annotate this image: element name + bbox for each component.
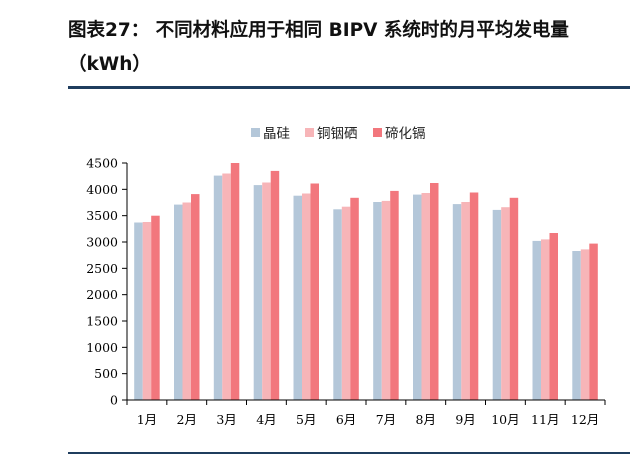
bars: [134, 163, 598, 400]
bar-碲化镉-12月: [589, 243, 598, 400]
y-tick-label: 0: [110, 393, 118, 408]
y-tick-label: 2500: [86, 261, 118, 276]
bar-晶硅-3月: [213, 175, 223, 400]
x-tick-label: 6月: [336, 412, 356, 427]
bar-碲化镉-8月: [430, 183, 439, 400]
bar-铜铟硒-9月: [461, 202, 470, 400]
bar-铜铟硒-4月: [262, 182, 271, 400]
title-divider: [68, 86, 630, 89]
bar-碲化镉-2月: [191, 194, 200, 400]
bar-晶硅-5月: [293, 195, 302, 400]
chart-title: 图表27： 不同材料应用于相同 BIPV 系统时的月平均发电量（kWh）: [68, 20, 569, 75]
bar-碲化镉-7月: [390, 190, 399, 400]
bar-晶硅-8月: [413, 194, 422, 400]
bar-碲化镉-3月: [230, 163, 240, 400]
legend-swatch-晶硅: [251, 128, 260, 137]
legend-label: 铜铟硒: [317, 126, 358, 142]
x-tick-label: 1月: [137, 412, 157, 427]
legend-label: 碲化镉: [385, 125, 426, 142]
bar-晶硅-1月: [134, 222, 143, 400]
y-tick-label: 3000: [86, 235, 118, 250]
y-tick-label: 1500: [86, 314, 118, 329]
y-tick-label: 500: [94, 366, 118, 381]
bar-铜铟硒-5月: [302, 193, 311, 400]
y-tick-label: 1000: [86, 340, 118, 355]
x-tick-label: 4月: [256, 412, 276, 427]
bar-晶硅-6月: [333, 209, 342, 400]
legend-swatch-铜铟硒: [305, 128, 314, 137]
axes: 0 500 1000 1500 2000 2500 3000 3500 4000 4500 1月 2月…: [86, 156, 606, 427]
footer-divider: [68, 452, 630, 454]
bar-铜铟硒-8月: [421, 193, 430, 400]
bar-碲化镉-5月: [310, 183, 319, 400]
bar-晶硅-2月: [174, 204, 183, 400]
bar-碲化镉-10月: [509, 197, 519, 400]
bar-碲化镉-4月: [270, 170, 280, 400]
bar-晶硅-9月: [452, 204, 462, 400]
bar-晶硅-7月: [373, 202, 382, 400]
bar-碲化镉-6月: [350, 197, 359, 400]
y-tick-label: 3500: [86, 208, 118, 223]
x-tick-label: 8月: [416, 412, 436, 427]
bar-碲化镉-1月: [151, 215, 160, 400]
bar-晶硅-4月: [253, 185, 263, 400]
y-tick-label: 2000: [86, 287, 118, 302]
legend-label: 晶硅: [263, 126, 290, 142]
bar-晶硅-10月: [492, 209, 502, 400]
x-tick-label: 3月: [216, 412, 236, 427]
x-tick-label: 7月: [376, 412, 396, 427]
bar-晶硅-12月: [572, 251, 581, 400]
legend-swatch-碲化镉: [373, 128, 382, 137]
bar-碲化镉-11月: [549, 233, 558, 400]
legend: 晶硅 铜铟硒 碲化镉: [251, 125, 426, 142]
bar-晶硅-11月: [532, 240, 541, 400]
y-tick-label: 4000: [86, 182, 118, 197]
y-tick-label: 4500: [86, 156, 118, 171]
bar-铜铟硒-1月: [142, 222, 152, 400]
x-tick-label: 12月: [571, 412, 599, 427]
bar-铜铟硒-2月: [182, 202, 191, 400]
bar-铜铟硒-3月: [222, 173, 231, 400]
x-tick-label: 2月: [177, 412, 197, 427]
bar-铜铟硒-11月: [541, 239, 550, 400]
bar-铜铟硒-7月: [381, 200, 391, 400]
x-tick-label: 11月: [531, 412, 559, 427]
x-tick-label: 5月: [296, 412, 316, 427]
bar-铜铟硒-10月: [501, 207, 510, 400]
bar-铜铟硒-12月: [580, 249, 590, 400]
x-tick-label: 9月: [455, 412, 475, 427]
x-tick-label: 10月: [491, 412, 519, 427]
bar-碲化镉-9月: [469, 192, 479, 400]
bar-铜铟硒-6月: [341, 206, 351, 400]
